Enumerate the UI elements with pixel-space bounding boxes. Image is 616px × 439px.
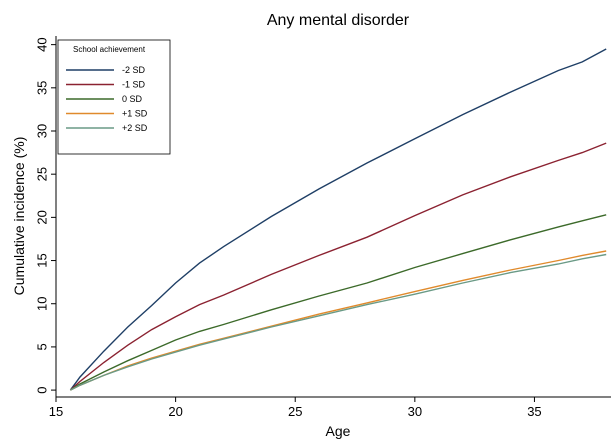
y-tick-label: 0 xyxy=(34,386,49,393)
chart-title: Any mental disorder xyxy=(267,12,410,29)
legend-entry: -1 SD xyxy=(122,80,146,90)
series-line xyxy=(70,250,607,391)
y-tick-label: 15 xyxy=(34,253,49,267)
y-axis-label: Cumulative incidence (%) xyxy=(11,137,27,296)
series-line xyxy=(69,48,607,391)
y-tick-label: 25 xyxy=(34,167,49,181)
series-lines xyxy=(69,48,607,391)
y-tick-label: 10 xyxy=(34,296,49,310)
legend-entry: +2 SD xyxy=(122,123,148,133)
legend-entry: -2 SD xyxy=(122,65,146,75)
x-axis: 15 20 25 30 35 xyxy=(49,397,542,419)
legend-entry: 0 SD xyxy=(122,94,143,104)
series-line xyxy=(70,253,607,391)
x-axis-label: Age xyxy=(326,423,351,439)
y-tick-label: 5 xyxy=(34,343,49,350)
series-line xyxy=(69,142,607,391)
x-tick-label: 30 xyxy=(408,404,422,419)
y-tick-label: 30 xyxy=(34,124,49,138)
legend-box xyxy=(57,39,171,155)
x-tick-label: 15 xyxy=(49,404,63,419)
legend-title: School achievement xyxy=(73,45,146,54)
legend-items: -2 SD -1 SD 0 SD +1 SD +2 SD xyxy=(66,65,148,133)
y-tick-label: 20 xyxy=(34,210,49,224)
y-tick-label: 40 xyxy=(34,37,49,51)
legend: School achievement -2 SD -1 SD 0 SD +1 SD +2… xyxy=(57,39,171,155)
x-tick-label: 20 xyxy=(168,404,182,419)
legend-entry: +1 SD xyxy=(122,109,148,119)
x-tick-label: 25 xyxy=(288,404,302,419)
series-line xyxy=(70,214,607,391)
y-axis: 0 5 10 15 20 25 30 35 40 xyxy=(34,37,56,394)
y-tick-label: 35 xyxy=(34,81,49,95)
x-tick-label: 35 xyxy=(527,404,541,419)
